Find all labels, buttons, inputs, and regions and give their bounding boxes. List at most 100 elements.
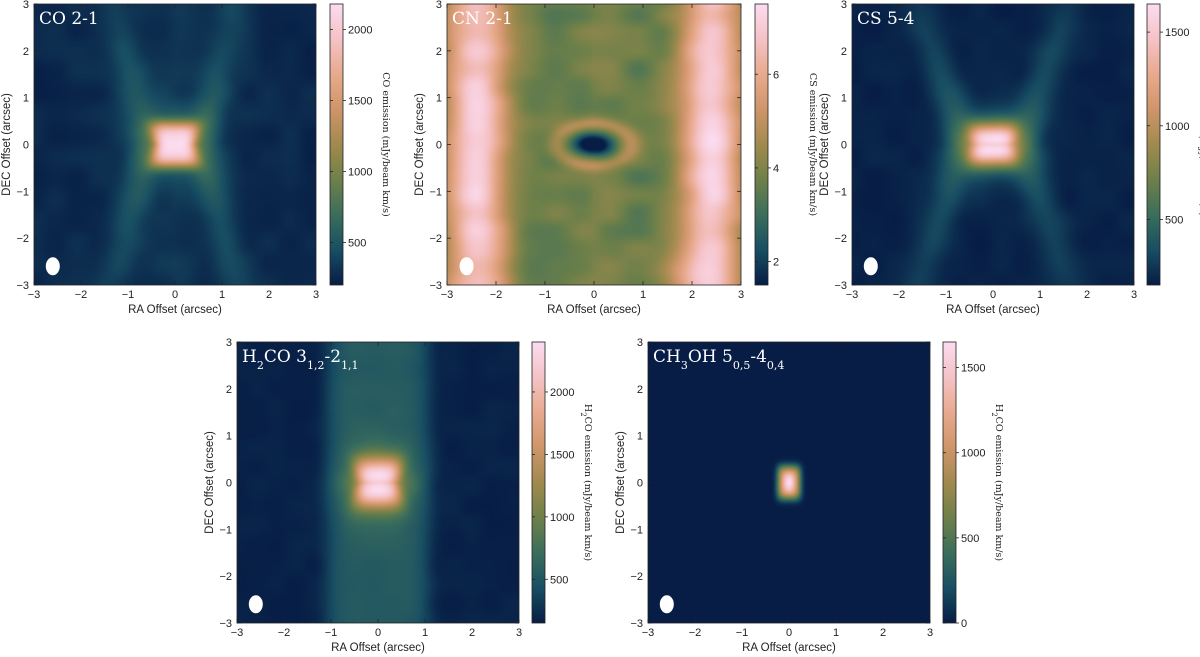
- x-tick-label: 2: [689, 289, 695, 301]
- y-tick-label: −1: [219, 524, 232, 536]
- heatmap-image: [237, 342, 519, 623]
- y-tick-label: −1: [630, 524, 643, 536]
- y-axis-label: DEC Offset (arcsec): [1, 93, 13, 196]
- colorbar-frame: [1146, 3, 1161, 286]
- colorbar-frame: [329, 3, 344, 286]
- x-tick-label: 1: [422, 627, 428, 639]
- x-tick-label: 0: [375, 627, 381, 639]
- x-tick-label: 3: [313, 289, 319, 301]
- y-axis-label: DEC Offset (arcsec): [204, 431, 216, 534]
- x-tick-label: −1: [122, 289, 135, 301]
- x-tick-label: −1: [325, 627, 338, 639]
- colorbar-tick-label: 500: [550, 574, 568, 586]
- beam-ellipse: [863, 257, 878, 276]
- x-tick-label: −3: [231, 627, 244, 639]
- x-tick-label: 2: [880, 627, 886, 639]
- x-axis-label: RA Offset (arcsec): [742, 642, 836, 654]
- x-tick-label: 3: [927, 627, 933, 639]
- colorbar-label: CS emission (mJy/beam km/s): [807, 73, 818, 216]
- colorbar-label: CS emission (mJy/beam km/s): [1197, 73, 1200, 216]
- beam-ellipse: [45, 257, 60, 276]
- x-tick-label: 0: [591, 289, 597, 301]
- colorbar-tick-label: 6: [773, 69, 779, 81]
- colorbar: [532, 342, 545, 623]
- y-tick-label: −2: [16, 233, 29, 245]
- y-tick-label: 3: [841, 0, 847, 11]
- y-tick-label: 3: [637, 337, 643, 349]
- colorbar: [330, 4, 343, 285]
- colorbar-tick-label: 0: [961, 618, 967, 630]
- colorbar-tick-label: 4: [773, 163, 779, 175]
- colorbar-tick-label: 1500: [550, 449, 574, 461]
- x-tick-label: −1: [940, 289, 953, 301]
- panel-title: CH3OH 50,5-40,4: [653, 347, 784, 372]
- y-tick-label: 0: [436, 140, 442, 152]
- heatmap-image: [447, 4, 741, 285]
- colorbar-tick-label: 2: [773, 257, 779, 269]
- colorbar-label: H2CO emission (mJy/beam km/s): [579, 404, 593, 561]
- colorbar-tick-label: 500: [961, 533, 979, 545]
- beam-ellipse: [659, 595, 674, 614]
- x-tick-label: 3: [516, 627, 522, 639]
- colorbar-tick-label: 500: [348, 237, 366, 249]
- y-tick-label: 3: [23, 0, 29, 11]
- y-tick-label: 2: [841, 46, 847, 58]
- colorbar-tick-label: 2000: [348, 25, 372, 37]
- x-tick-label: −2: [689, 627, 702, 639]
- colorbar-tick-label: 500: [1165, 214, 1183, 226]
- y-tick-label: 1: [841, 93, 847, 105]
- x-tick-label: 0: [172, 289, 178, 301]
- x-axis-label: RA Offset (arcsec): [547, 304, 641, 316]
- colorbar-tick-label: 1500: [961, 363, 985, 375]
- y-tick-label: 0: [841, 140, 847, 152]
- y-tick-label: 2: [436, 46, 442, 58]
- y-axis-label: DEC Offset (arcsec): [615, 431, 627, 534]
- x-tick-label: −1: [736, 627, 749, 639]
- x-tick-label: −1: [539, 289, 552, 301]
- x-tick-label: 1: [219, 289, 225, 301]
- colorbar: [755, 4, 768, 285]
- panel-title: CN 2-1: [452, 9, 513, 29]
- y-tick-label: 1: [226, 431, 232, 443]
- x-tick-label: 1: [833, 627, 839, 639]
- colorbar-label: H2CO emission (mJy/beam km/s): [990, 404, 1004, 561]
- colorbar: [943, 342, 956, 623]
- y-tick-label: −2: [630, 571, 643, 583]
- y-axis-label: DEC Offset (arcsec): [414, 93, 426, 196]
- y-tick-label: −3: [429, 280, 442, 292]
- colorbar-frame: [754, 3, 769, 286]
- panel-1: −3 −2 −1 0 1 2 3 −3 −2 −1 0 1 2 3 RA Offset (arcsec) DE…: [1, 0, 391, 316]
- heatmap-image: [852, 4, 1134, 285]
- panel-3: −3 −2 −1 0 1 2 3 −3 −2 −1 0 1 2 3 RA Offset (arcsec) DE…: [819, 0, 1200, 316]
- x-tick-label: −2: [278, 627, 291, 639]
- x-tick-label: 2: [1084, 289, 1090, 301]
- y-tick-label: −3: [630, 618, 643, 630]
- x-tick-label: 3: [1131, 289, 1137, 301]
- y-tick-label: 1: [23, 93, 29, 105]
- y-tick-label: 2: [637, 384, 643, 396]
- beam-ellipse: [459, 257, 474, 276]
- x-tick-label: 3: [738, 289, 744, 301]
- panel-title: CO 2-1: [39, 9, 99, 29]
- x-tick-label: −3: [28, 289, 41, 301]
- colorbar-tick-label: 1500: [348, 96, 372, 108]
- x-tick-label: −3: [846, 289, 859, 301]
- panel-4: −3 −2 −1 0 1 2 3 −3 −2 −1 0 1 2 3 RA Offset (arcsec) DE…: [204, 337, 593, 654]
- colorbar-frame: [531, 341, 546, 624]
- panel-2: −3 −2 −1 0 1 2 3 −3 −2 −1 0 1 2 3 RA Offset (arcsec) DE…: [414, 0, 818, 316]
- colorbar-label: CO emission (mJy/beam km/s): [380, 72, 391, 216]
- y-tick-label: −2: [429, 233, 442, 245]
- y-tick-label: 3: [436, 0, 442, 11]
- colorbar: [1147, 4, 1160, 285]
- colorbar-tick-label: 1000: [961, 448, 985, 460]
- x-tick-label: 1: [1037, 289, 1043, 301]
- x-tick-label: −2: [75, 289, 88, 301]
- y-tick-label: −3: [16, 280, 29, 292]
- colorbar-tick-label: 1000: [348, 166, 372, 178]
- y-tick-label: −1: [429, 186, 442, 198]
- y-tick-label: 0: [637, 478, 643, 490]
- colorbar-tick-label: 2000: [550, 387, 574, 399]
- y-tick-label: 1: [637, 431, 643, 443]
- x-tick-label: −3: [441, 289, 454, 301]
